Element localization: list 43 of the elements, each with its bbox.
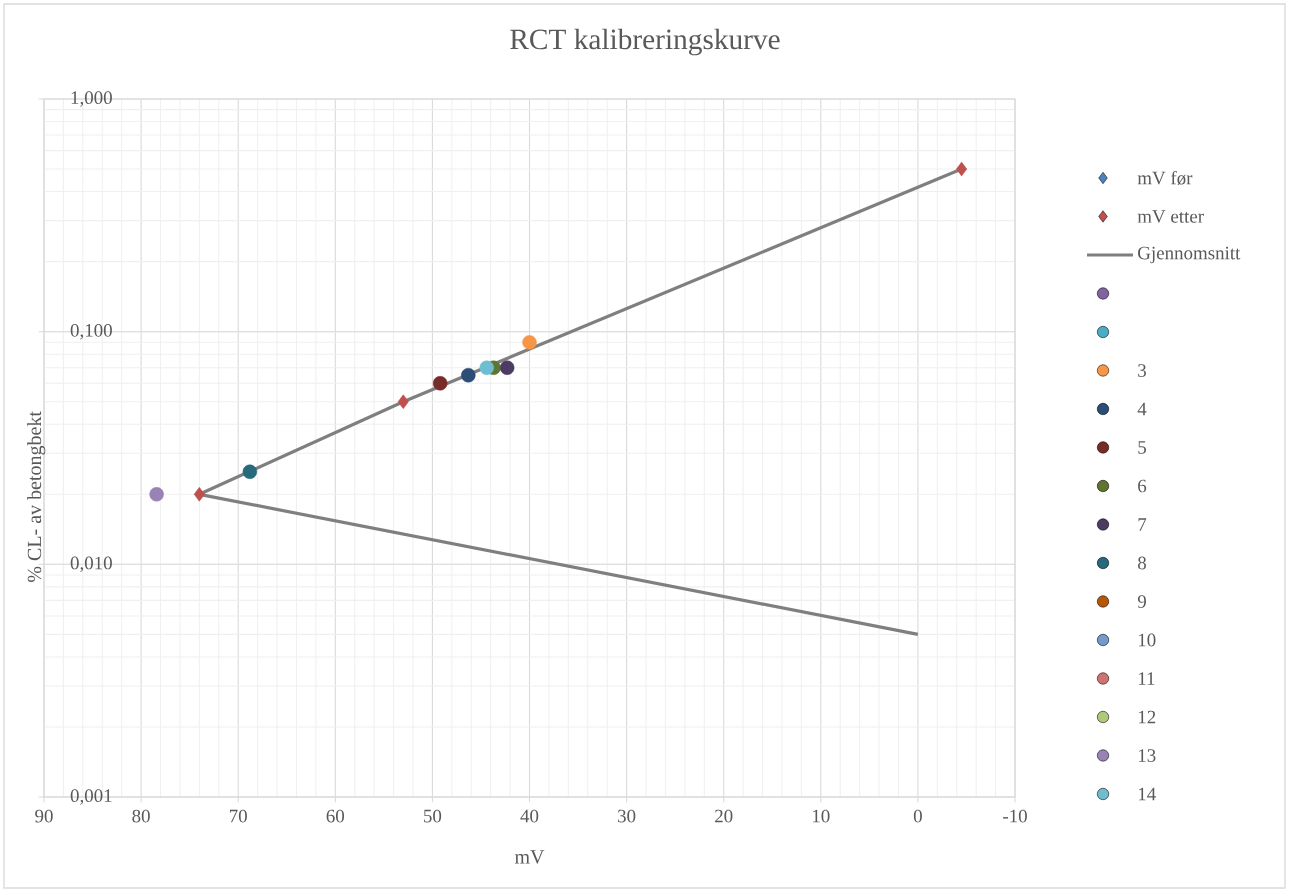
x-tick-label: 80 [132,809,150,823]
x-tick-label: 90 [35,809,53,823]
legend-label: 9 [1137,595,1146,608]
legend-label: 13 [1138,749,1156,762]
x-tick-label: 0 [913,809,922,823]
x-tick-label: 40 [520,809,539,823]
legend-label: 4 [1137,402,1147,416]
legend-label: 14 [1138,787,1156,801]
x-tick-label: -10 [1003,809,1027,823]
legend-label: mV etter [1137,210,1204,223]
legend-label: 3 [1138,364,1146,377]
legend-label: mV før [1137,170,1193,186]
chart-title: RCT kalibreringskurve [510,28,780,56]
legend-label: 10 [1138,633,1156,647]
point [522,335,537,350]
point [149,487,164,502]
point [479,360,494,375]
point [193,487,205,502]
x-tick-label: 30 [618,809,636,823]
y-tick-label: 0,001 [70,789,112,805]
point [461,368,476,383]
x-tick-label: 50 [424,809,442,823]
point [499,360,515,375]
legend-label: 5 [1138,441,1146,454]
point [242,464,258,479]
legend-label: 8 [1137,556,1147,570]
y-tick-label: 0,100 [70,323,112,340]
legend-label: 12 [1138,710,1156,724]
legend-label: Gjennomsnitt [1138,246,1241,264]
x-tick-label: 70 [229,809,247,823]
y-tick-label: 0,010 [70,556,112,573]
x-tick-label: 20 [715,809,733,823]
x-axis-title: mV [514,850,545,864]
y-axis-title: % CL- av betongbekt [27,411,46,582]
point [397,394,409,409]
x-tick-label: 10 [813,809,830,823]
point [432,376,448,391]
legend-label: 11 [1138,672,1155,685]
x-tick-label: 60 [326,809,345,823]
y-tick-label: 1,000 [71,91,112,107]
legend-label: 6 [1138,479,1147,493]
point [956,161,968,177]
legend-label: 7 [1138,518,1147,531]
